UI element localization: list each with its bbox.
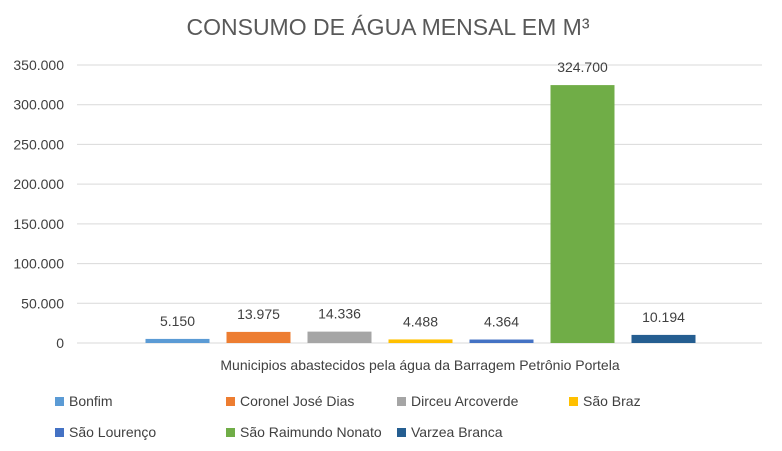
y-tick-label: 250.000 [13,136,64,152]
legend-swatch [55,428,64,437]
bar [226,331,291,343]
chart-title: CONSUMO DE ÁGUA MENSAL EM M³ [187,14,590,40]
y-tick-label: 350.000 [13,57,64,73]
legend-label: São Raimundo Nonato [240,424,382,440]
legend-label: São Lourenço [69,424,156,440]
legend-label: Varzea Branca [411,424,503,440]
legend-swatch [397,428,406,437]
bars [145,85,696,343]
legend-swatch [569,397,578,406]
data-labels: 5.150 13.975 14.336 4.488 4.364 324.700 10.194 [160,59,685,329]
legend-label: Coronel José Dias [240,393,354,409]
y-tick-label: 300.000 [13,97,64,113]
legend-swatch [226,428,235,437]
legend-swatch [397,397,406,406]
bar [388,339,453,343]
y-tick-label: 50.000 [21,295,64,311]
gridlines [77,64,762,344]
data-label: 10.194 [642,309,685,325]
y-axis: 0 50.000 100.000 150.000 200.000 250.000 300.0… [13,57,64,351]
legend-swatch [226,397,235,406]
bar [631,334,696,343]
y-tick-label: 200.000 [13,176,64,192]
bar [469,339,534,343]
bar [145,338,210,343]
legend: Bonfim Coronel José Dias Dirceu Arcoverde S… [55,393,641,440]
data-label: 4.488 [403,313,438,329]
y-tick-label: 150.000 [13,216,64,232]
data-label: 14.336 [318,306,361,322]
legend-swatch [55,397,64,406]
data-label: 324.700 [557,59,608,75]
legend-label: São Braz [583,393,641,409]
data-label: 4.364 [484,314,519,330]
legend-label: Bonfim [69,393,113,409]
y-tick-label: 0 [56,335,64,351]
x-axis-label: Municipios abastecidos pela água da Barr… [220,357,619,373]
bar [550,85,615,343]
y-tick-label: 100.000 [13,256,64,272]
data-label: 5.150 [160,313,195,329]
bar [307,331,372,343]
legend-label: Dirceu Arcoverde [411,393,519,409]
data-label: 13.975 [237,306,280,322]
